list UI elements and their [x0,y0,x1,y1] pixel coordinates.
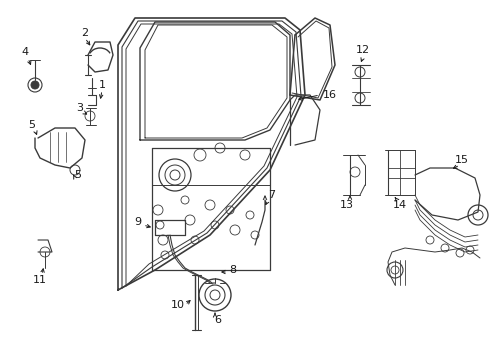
Text: 16: 16 [323,90,337,100]
Text: 6: 6 [215,315,221,325]
Text: 11: 11 [33,275,47,285]
Text: 1: 1 [98,80,105,90]
Text: 5: 5 [74,170,81,180]
Text: 13: 13 [340,200,354,210]
Text: 8: 8 [229,265,237,275]
Text: 2: 2 [81,28,89,38]
Circle shape [31,81,39,89]
Text: 9: 9 [134,217,142,227]
Text: 14: 14 [393,200,407,210]
Text: 4: 4 [22,47,28,57]
Text: 5: 5 [28,120,35,130]
Text: 12: 12 [356,45,370,55]
Text: 10: 10 [171,300,185,310]
Text: 7: 7 [269,190,275,200]
Text: 3: 3 [76,103,83,113]
Text: 15: 15 [455,155,469,165]
